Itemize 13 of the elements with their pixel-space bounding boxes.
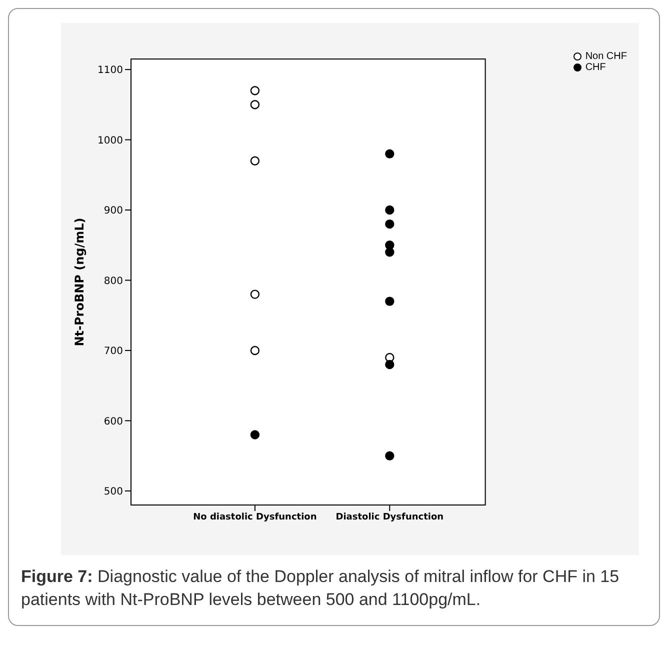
caption: Figure 7: Diagnostic value of the Doppler analysis of mitral inflow for CHF in 15 patients with Nt-ProBNP levels between 500 and 1100pg/mL. [21, 567, 620, 609]
legend-label: Non CHF [585, 51, 627, 62]
x-tick-label: Diastolic Dysfunction [336, 512, 444, 522]
legend-label: CHF [585, 62, 606, 73]
y-tick-label: 1000 [98, 135, 123, 146]
y-tick-label: 700 [104, 346, 123, 358]
x-tick-label: No diastolic Dysfunction [193, 512, 317, 522]
y-tick-label: 1100 [98, 65, 123, 76]
y-tick-label: 600 [104, 416, 123, 428]
y-tick-label: 900 [104, 206, 123, 217]
y-tick-label: 800 [104, 276, 123, 287]
y-tick-label: 500 [104, 486, 123, 498]
y-axis-title: Nt-ProBNP (ng/mL) [72, 218, 86, 346]
